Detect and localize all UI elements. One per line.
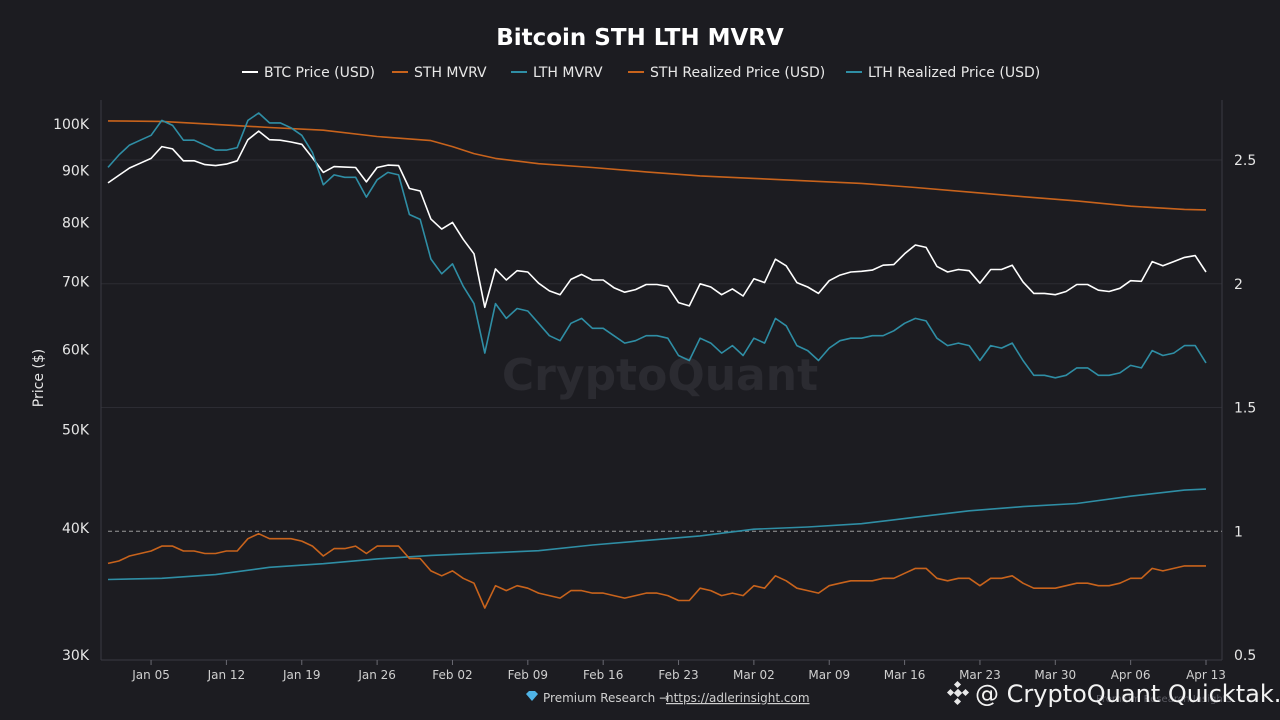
- y-left-tick-70K: 70K: [62, 274, 90, 290]
- series-line-lth-realized-price-usd: [107, 488, 1207, 581]
- y-left-tick-80K: 80K: [62, 215, 90, 231]
- y-ticks-left: 30K 40K 50K 60K 70K 80K 90K 100K: [53, 117, 90, 664]
- y-right-tick-0.5: 0.5: [1234, 648, 1256, 664]
- x-tick-label-39: Feb 09: [508, 668, 548, 682]
- x-tick-label-4: Jan 05: [131, 668, 170, 682]
- x-tick-label-67: Mar 09: [808, 668, 850, 682]
- x-tick-label-11: Jan 12: [207, 668, 246, 682]
- diamond-gem-icon: [526, 691, 538, 701]
- series-group: [107, 112, 1207, 609]
- x-tick-label-46: Feb 16: [583, 668, 623, 682]
- series-line-sth-mvrv: [107, 532, 1206, 609]
- footer: Premium Research → https://adlerinsight.…: [526, 691, 810, 705]
- x-tick-label-60: Mar 02: [733, 668, 775, 682]
- x-tick-label-95: Apr 06: [1111, 668, 1151, 682]
- series-line-sth-realized-price-usd: [107, 120, 1207, 211]
- y-right-tick-1: 1: [1234, 524, 1243, 540]
- y-left-tick-30K: 30K: [62, 648, 90, 664]
- y-right-tick-2: 2: [1234, 277, 1243, 293]
- footer-link[interactable]: https://adlerinsight.com: [666, 691, 810, 705]
- y-left-tick-50K: 50K: [62, 423, 90, 439]
- brand-text: @ CryptoQuant Quicktak...: [975, 680, 1280, 708]
- gridlines: [101, 159, 1222, 408]
- y-right-tick-1.5: 1.5: [1234, 401, 1256, 417]
- x-tick-label-18: Jan 19: [282, 668, 321, 682]
- y-right-tick-2.5: 2.5: [1234, 153, 1256, 169]
- series-line-btc-price-usd: [107, 130, 1207, 309]
- binance-logo-icon: [946, 680, 970, 706]
- legend-label-2: LTH MVRV: [533, 65, 603, 81]
- x-tick-label-32: Feb 02: [432, 668, 472, 682]
- series-line-lth-mvrv: [107, 112, 1207, 379]
- brand-subtext: Premium Research Insights: [1096, 694, 1232, 705]
- y-axis-label: Price ($): [31, 349, 47, 407]
- chart-title: Bitcoin STH LTH MVRV: [496, 25, 784, 51]
- y-left-tick-100K: 100K: [53, 117, 90, 133]
- x-tick-label-81: Mar 23: [959, 668, 1001, 682]
- y-left-tick-60K: 60K: [62, 342, 90, 358]
- x-tick-label-88: Mar 30: [1034, 668, 1076, 682]
- legend-label-4: LTH Realized Price (USD): [868, 65, 1040, 81]
- x-tick-label-102: Apr 13: [1186, 668, 1226, 682]
- footer-text: Premium Research →: [543, 691, 669, 705]
- x-tick-label-74: Mar 16: [884, 668, 926, 682]
- x-ticks: Jan 05 Jan 12 Jan 19 Jan 26 Feb 02 Feb 09 Feb …: [131, 660, 1226, 682]
- y-left-tick-90K: 90K: [62, 163, 90, 179]
- y-ticks-right: 0.5 1 1.5 2 2.5: [1234, 153, 1256, 664]
- legend-label-3: STH Realized Price (USD): [650, 65, 825, 81]
- legend-label-1: STH MVRV: [414, 65, 487, 81]
- x-tick-label-25: Jan 26: [357, 668, 396, 682]
- legend: BTC Price (USD) STH MVRV LTH MVRV STH Reali…: [242, 65, 1040, 81]
- x-tick-label-53: Feb 23: [658, 668, 698, 682]
- legend-label-0: BTC Price (USD): [264, 65, 375, 81]
- y-left-tick-40K: 40K: [62, 521, 90, 537]
- brand-overlay: Premium Research Insights @ CryptoQuant …: [946, 680, 1280, 708]
- watermark: CryptoQuant: [502, 350, 818, 401]
